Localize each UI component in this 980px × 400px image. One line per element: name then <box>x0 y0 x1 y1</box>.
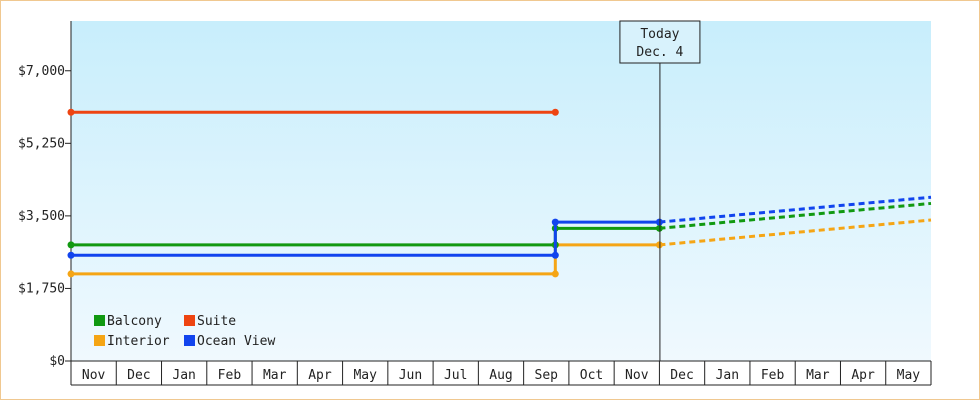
y-tick-label: $7,000 <box>18 64 65 79</box>
y-tick-label: $3,500 <box>18 209 65 224</box>
series-line-interior <box>71 243 660 276</box>
x-tick-label: Apr <box>308 368 332 383</box>
x-tick-label: Jan <box>716 368 739 383</box>
x-tick-label: Apr <box>851 368 875 383</box>
legend-swatch-interior <box>94 335 105 346</box>
y-tick-label: $0 <box>49 354 65 369</box>
series-line-ocean-view <box>71 220 660 257</box>
data-point-ocean-view <box>551 251 559 259</box>
today-box <box>619 20 701 64</box>
x-tick-label: Dec <box>127 368 150 383</box>
y-tick-label: $1,750 <box>18 281 65 296</box>
legend-swatch-suite <box>184 315 195 326</box>
today-date: Dec. 4 <box>636 45 683 60</box>
data-point-ocean-view <box>551 218 559 226</box>
x-tick-label: Dec <box>670 368 693 383</box>
x-tick-label: Nov <box>82 368 106 383</box>
today-label: Today <box>640 27 679 42</box>
legend-swatch-balcony <box>94 315 105 326</box>
x-tick-label: Mar <box>263 368 287 383</box>
x-tick-label: Mar <box>806 368 830 383</box>
y-tick-label: $5,250 <box>18 136 65 151</box>
forecast-line-balcony <box>659 201 932 230</box>
data-point-suite <box>67 108 75 116</box>
legend-label-suite: Suite <box>197 314 236 329</box>
x-tick-label: Jan <box>172 368 195 383</box>
x-tick-label: Feb <box>761 368 785 383</box>
x-tick-label: Aug <box>489 368 512 383</box>
plot-background <box>71 21 931 361</box>
forecast-line-ocean-view <box>659 195 932 224</box>
x-tick-label: Jun <box>399 368 422 383</box>
x-tick-label: Nov <box>625 368 649 383</box>
data-point-ocean-view <box>67 251 75 259</box>
legend-label-balcony: Balcony <box>107 314 162 329</box>
data-point-balcony <box>67 241 75 249</box>
x-tick-label: Jul <box>444 368 467 383</box>
legend-label-interior: Interior <box>107 334 170 349</box>
data-point-interior <box>551 270 559 278</box>
data-point-suite <box>551 108 559 116</box>
legend-label-ocean-view: Ocean View <box>197 334 275 349</box>
x-tick-label: Feb <box>218 368 242 383</box>
forecast-line-interior <box>659 218 932 247</box>
x-tick-label: Oct <box>580 368 603 383</box>
x-tick-label: May <box>353 368 377 383</box>
x-tick-label: Sep <box>535 368 559 383</box>
data-point-interior <box>67 270 75 278</box>
x-tick-label: May <box>897 368 921 383</box>
legend-swatch-ocean-view <box>184 335 195 346</box>
